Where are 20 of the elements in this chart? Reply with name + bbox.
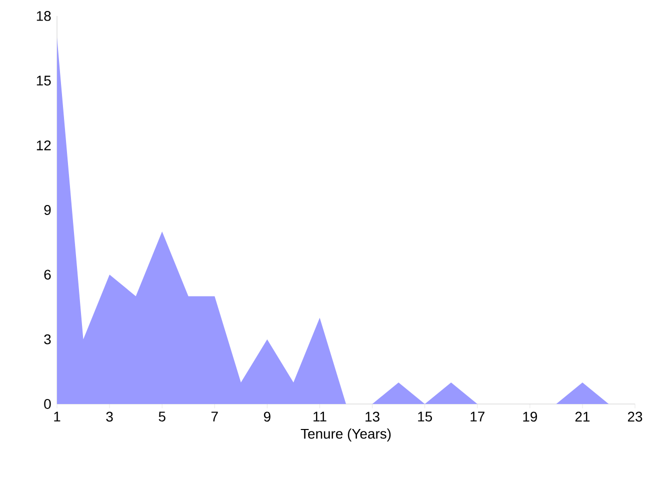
x-tick-label: 9 <box>264 412 270 422</box>
y-tick-label: 12 <box>36 140 51 150</box>
y-tick-label: 9 <box>44 205 51 215</box>
x-axis-title: Tenure (Years) <box>300 428 391 442</box>
x-tick-label: 3 <box>106 412 113 422</box>
y-tick-label: 0 <box>44 399 51 409</box>
x-tick-label: 19 <box>523 412 538 422</box>
x-tick-label: 15 <box>418 412 432 422</box>
x-tick-label: 1 <box>54 412 60 422</box>
y-tick-label: 6 <box>44 270 51 280</box>
x-tick-label: 17 <box>470 412 484 422</box>
x-tick-label: 7 <box>211 412 218 422</box>
x-tick-label: 23 <box>628 412 642 422</box>
y-tick-label: 18 <box>36 11 51 21</box>
y-tick-label: 15 <box>36 76 51 86</box>
x-tick-label: 13 <box>366 412 380 422</box>
x-tick-label: 11 <box>314 412 326 422</box>
x-tick-label: 21 <box>575 412 590 422</box>
x-tick-label: 5 <box>158 412 166 422</box>
y-tick-label: 3 <box>44 334 51 344</box>
